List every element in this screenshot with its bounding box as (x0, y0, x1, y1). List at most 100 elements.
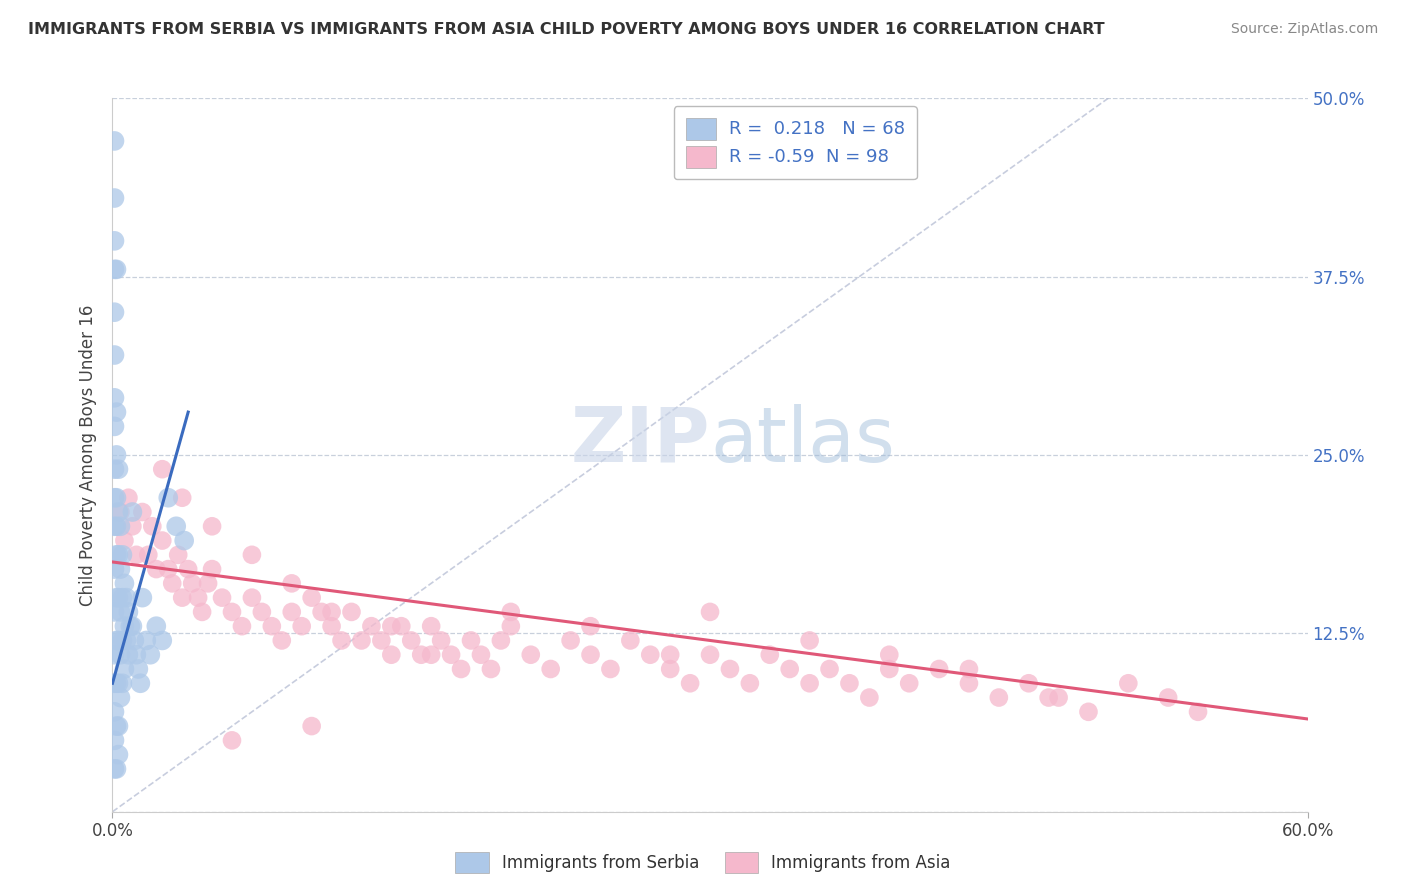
Point (111, 676, 134, 690)
Point (928, 662, 950, 676)
Point (111, 548, 134, 562)
Point (107, 591, 129, 605)
Point (125, 648, 148, 662)
Point (103, 262, 125, 277)
Point (103, 605, 125, 619)
Point (1047, 690, 1070, 705)
Point (105, 633, 128, 648)
Point (260, 619, 283, 633)
Point (117, 605, 139, 619)
Point (107, 505, 129, 519)
Point (738, 676, 761, 690)
Point (103, 348, 125, 362)
Point (150, 633, 173, 648)
Point (420, 619, 443, 633)
Point (145, 562, 167, 576)
Point (301, 719, 323, 733)
Point (105, 762, 128, 776)
Point (105, 262, 128, 277)
Point (105, 591, 128, 605)
Point (460, 633, 482, 648)
Text: IMMIGRANTS FROM SERBIA VS IMMIGRANTS FROM ASIA CHILD POVERTY AMONG BOYS UNDER 16: IMMIGRANTS FROM SERBIA VS IMMIGRANTS FRO… (28, 22, 1105, 37)
Point (430, 633, 453, 648)
Point (877, 662, 900, 676)
Point (172, 591, 194, 605)
Point (167, 548, 190, 562)
Point (420, 648, 443, 662)
Point (107, 676, 129, 690)
Point (131, 591, 153, 605)
Point (380, 619, 402, 633)
Point (103, 491, 125, 505)
Point (103, 234, 125, 248)
Point (479, 662, 502, 676)
Point (187, 591, 209, 605)
Point (111, 591, 134, 605)
Point (540, 662, 562, 676)
Point (165, 519, 187, 533)
Point (411, 648, 433, 662)
Point (270, 633, 292, 648)
Point (138, 548, 160, 562)
Point (499, 619, 522, 633)
Point (311, 605, 333, 619)
Point (105, 519, 128, 533)
Point (103, 191, 125, 205)
Point (121, 519, 143, 533)
Point (579, 648, 602, 662)
Point (1157, 690, 1180, 705)
Point (121, 505, 143, 519)
Point (177, 562, 200, 576)
Point (103, 134, 125, 148)
Point (599, 662, 621, 676)
Point (818, 662, 841, 676)
Point (103, 648, 125, 662)
Point (103, 676, 125, 690)
Point (105, 548, 128, 562)
Point (389, 619, 412, 633)
Point (281, 605, 304, 619)
Point (499, 605, 522, 619)
Point (201, 562, 224, 576)
Point (211, 591, 233, 605)
Point (103, 519, 125, 533)
Point (103, 462, 125, 476)
Point (360, 619, 382, 633)
Point (114, 576, 135, 591)
Point (172, 491, 194, 505)
Point (350, 633, 373, 648)
Point (135, 633, 157, 648)
Point (877, 648, 900, 662)
Point (107, 633, 129, 648)
Point (301, 591, 323, 605)
Point (105, 405, 128, 419)
Point (114, 619, 135, 633)
Point (759, 648, 782, 662)
Text: atlas: atlas (710, 404, 894, 477)
Point (117, 491, 139, 505)
Point (125, 548, 148, 562)
Point (157, 562, 180, 576)
Point (110, 505, 132, 519)
Point (103, 562, 125, 576)
Point (173, 533, 195, 548)
Point (489, 633, 512, 648)
Point (291, 619, 314, 633)
Point (699, 648, 721, 662)
Point (131, 505, 153, 519)
Point (105, 719, 128, 733)
Point (111, 633, 134, 648)
Point (1187, 705, 1209, 719)
Point (115, 591, 138, 605)
Point (1116, 676, 1139, 690)
Point (129, 676, 152, 690)
Point (699, 605, 721, 619)
Text: Source: ZipAtlas.com: Source: ZipAtlas.com (1230, 22, 1378, 37)
Point (110, 605, 132, 619)
Point (450, 662, 472, 676)
Point (139, 648, 162, 662)
Point (191, 605, 214, 619)
Point (115, 633, 138, 648)
Point (121, 619, 143, 633)
Point (838, 676, 860, 690)
